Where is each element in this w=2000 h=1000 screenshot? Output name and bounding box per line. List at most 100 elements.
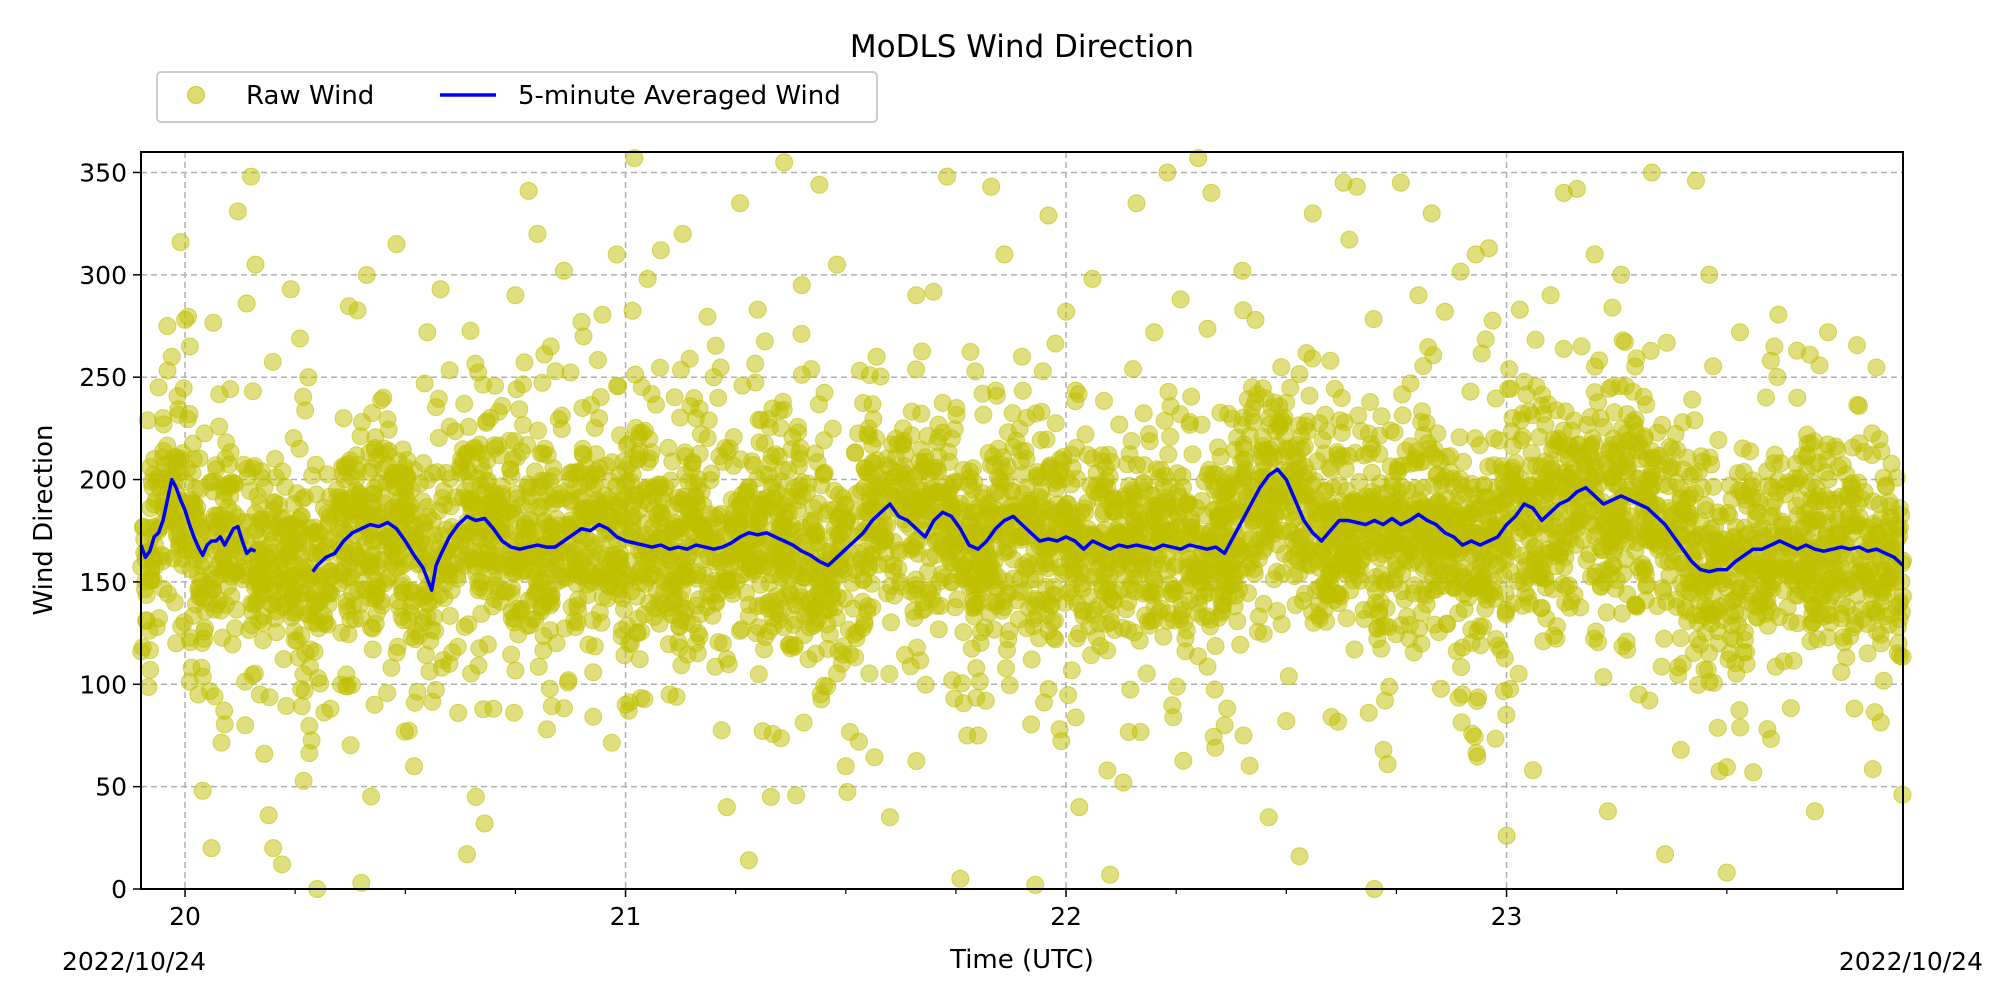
raw-wind-point (859, 552, 878, 571)
raw-wind-point (583, 611, 602, 630)
raw-wind-point (1017, 449, 1036, 468)
raw-wind-point (838, 783, 857, 801)
raw-wind-point (651, 358, 669, 377)
raw-wind-point (1318, 422, 1337, 441)
raw-wind-point (515, 353, 534, 372)
raw-wind-point (880, 664, 899, 683)
raw-wind-point (206, 456, 225, 475)
raw-wind-point (561, 363, 580, 382)
raw-wind-point (846, 443, 865, 462)
raw-wind-point (306, 455, 325, 474)
raw-wind-point (1044, 578, 1063, 597)
raw-wind-point (788, 423, 807, 442)
raw-wind-point (1095, 391, 1113, 410)
raw-wind-point (513, 600, 532, 618)
raw-wind-point (706, 336, 725, 355)
raw-wind-point (1661, 457, 1680, 476)
raw-wind-point (1045, 611, 1064, 630)
raw-wind-point (1272, 615, 1291, 634)
raw-wind-point (1653, 415, 1672, 434)
raw-wind-point (972, 623, 991, 642)
raw-wind-point (1444, 477, 1463, 496)
raw-wind-point (961, 342, 980, 361)
raw-wind-point (1206, 738, 1225, 757)
raw-wind-point (790, 444, 809, 463)
raw-wind-point (1372, 639, 1391, 658)
raw-wind-point (529, 421, 547, 440)
raw-wind-point (1637, 395, 1656, 414)
raw-wind-point (1641, 341, 1660, 360)
raw-wind-point (1765, 491, 1784, 510)
raw-wind-point (195, 424, 214, 443)
raw-wind-point (1834, 633, 1853, 652)
raw-wind-point (626, 365, 645, 384)
raw-wind-point (1801, 434, 1820, 453)
raw-wind-point (1248, 622, 1267, 641)
raw-wind-point (1304, 613, 1323, 632)
raw-wind-point (1526, 330, 1545, 349)
raw-wind-point (289, 648, 308, 667)
raw-wind-point (1497, 705, 1516, 724)
raw-wind-point (687, 488, 706, 507)
raw-wind-point (1320, 585, 1339, 604)
raw-wind-point (1603, 556, 1622, 574)
raw-wind-point (712, 721, 731, 740)
raw-wind-point (1424, 346, 1443, 365)
raw-wind-point (300, 744, 319, 763)
raw-wind-point (240, 482, 259, 500)
raw-wind-point (882, 613, 900, 632)
raw-wind-point (623, 301, 642, 320)
raw-wind-point (895, 457, 914, 476)
raw-wind-point (902, 482, 921, 501)
raw-wind-point (1592, 577, 1610, 596)
raw-wind-point (1816, 586, 1835, 604)
raw-wind-point (1198, 319, 1217, 338)
raw-wind-point (1291, 539, 1310, 558)
raw-wind-point (1256, 538, 1274, 557)
raw-wind-point (1605, 403, 1624, 422)
raw-wind-point (505, 432, 524, 451)
raw-wind-point (855, 478, 874, 497)
raw-wind-point (541, 596, 560, 615)
raw-wind-point (1148, 549, 1167, 568)
raw-wind-point (626, 418, 645, 437)
raw-wind-point (663, 524, 682, 543)
raw-wind-point (1769, 305, 1788, 324)
raw-wind-point (579, 635, 598, 654)
raw-wind-point (141, 660, 160, 679)
raw-wind-point (916, 448, 935, 467)
raw-wind-point (1657, 333, 1676, 352)
raw-wind-point (954, 694, 973, 713)
raw-wind-point (502, 505, 521, 524)
raw-wind-point (309, 669, 328, 688)
raw-wind-point (1352, 422, 1371, 440)
raw-wind-point (1165, 557, 1184, 576)
raw-wind-point (1770, 608, 1789, 626)
raw-wind-point (839, 620, 858, 639)
raw-wind-point (188, 510, 207, 529)
raw-wind-point (1652, 657, 1671, 676)
raw-wind-point (1741, 442, 1760, 461)
raw-wind-point (1240, 756, 1259, 775)
raw-wind-point (1575, 507, 1594, 525)
raw-wind-point (349, 455, 368, 474)
raw-wind-point (338, 489, 357, 508)
raw-wind-point (1281, 378, 1300, 397)
raw-wind-point (533, 373, 552, 392)
raw-wind-point (981, 456, 1000, 475)
raw-wind-point (1450, 428, 1469, 447)
raw-wind-point (243, 382, 262, 401)
raw-wind-point (992, 472, 1011, 491)
raw-wind-point (429, 389, 448, 408)
raw-wind-point (1865, 703, 1884, 722)
raw-wind-point (1099, 445, 1118, 464)
raw-wind-point (518, 616, 537, 635)
raw-wind-point (183, 434, 202, 453)
raw-wind-point (154, 579, 173, 598)
raw-wind-point (997, 659, 1015, 678)
raw-wind-point (588, 351, 607, 369)
raw-wind-point (1671, 629, 1690, 648)
raw-wind-point (429, 428, 448, 447)
raw-wind-point (792, 365, 811, 384)
